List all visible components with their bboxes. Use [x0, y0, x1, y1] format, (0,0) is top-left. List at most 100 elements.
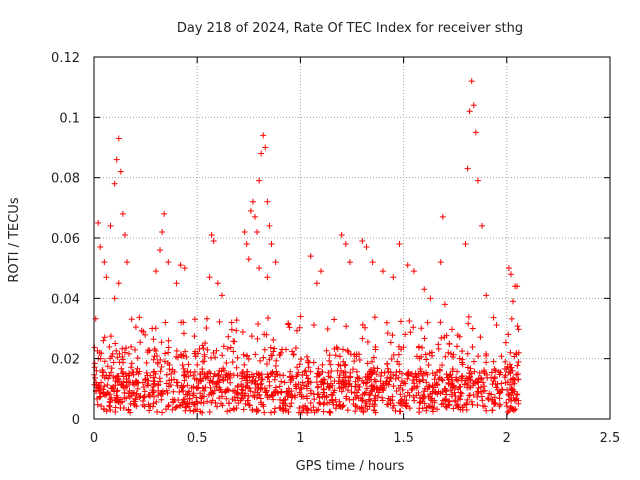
scatter-point — [263, 331, 270, 338]
scatter-point — [399, 378, 406, 385]
scatter-point — [404, 371, 411, 378]
scatter-point — [165, 344, 172, 351]
scatter-point — [190, 401, 197, 408]
scatter-point — [401, 393, 408, 400]
scatter-point — [117, 168, 124, 175]
scatter-point — [402, 331, 409, 338]
scatter-point — [387, 375, 394, 382]
scatter-point — [203, 315, 210, 322]
scatter-point — [219, 402, 226, 409]
y-axis-label: ROTI / TECUs — [7, 197, 22, 282]
grid-lines — [94, 57, 610, 419]
scatter-point — [313, 280, 320, 287]
scatter-point — [362, 324, 369, 331]
scatter-point — [311, 409, 318, 416]
scatter-point — [103, 274, 110, 281]
scatter-point — [509, 298, 516, 305]
scatter-point — [484, 395, 491, 402]
scatter-point — [313, 379, 320, 386]
scatter-point — [406, 405, 413, 412]
scatter-point — [119, 370, 126, 377]
scatter-point — [338, 388, 345, 395]
scatter-point — [181, 371, 188, 378]
scatter-point — [417, 365, 424, 372]
scatter-point — [280, 372, 287, 379]
scatter-point — [239, 370, 246, 377]
scatter-point — [514, 323, 521, 330]
scatter-point — [101, 334, 108, 341]
scatter-point — [371, 401, 378, 408]
scatter-point — [502, 372, 509, 379]
scatter-point — [285, 385, 292, 392]
scatter-point — [177, 262, 184, 269]
scatter-point — [370, 383, 377, 390]
scatter-point — [191, 375, 198, 382]
scatter-point — [168, 370, 175, 377]
scatter-point — [112, 404, 119, 411]
scatter-point — [411, 397, 418, 404]
scatter-point — [121, 389, 128, 396]
scatter-point — [383, 319, 390, 326]
scatter-point — [452, 393, 459, 400]
scatter-point — [506, 407, 513, 414]
scatter-point — [439, 389, 446, 396]
scatter-point — [422, 385, 429, 392]
scatter-point — [389, 404, 396, 411]
scatter-point — [466, 392, 473, 399]
scatter-point — [211, 387, 218, 394]
scatter-point — [293, 383, 300, 390]
x-axis-label: GPS time / hours — [296, 459, 405, 474]
scatter-point — [399, 386, 406, 393]
scatter-point — [202, 374, 209, 381]
scatter-point — [374, 393, 381, 400]
scatter-point — [448, 326, 455, 333]
scatter-point — [215, 371, 222, 378]
scatter-point — [194, 385, 201, 392]
scatter-point — [112, 377, 119, 384]
scatter-point — [323, 394, 330, 401]
scatter-point — [297, 313, 304, 320]
scatter-point — [326, 352, 333, 359]
scatter-point — [390, 274, 397, 281]
scatter-point — [266, 382, 273, 389]
scatter-point — [197, 377, 204, 384]
scatter-point — [416, 409, 423, 416]
scatter-point — [162, 350, 169, 357]
y-tick-label: 0.12 — [51, 51, 80, 66]
scatter-point — [292, 345, 299, 352]
scatter-point — [185, 373, 192, 380]
scatter-point — [468, 398, 475, 405]
scatter-point — [247, 207, 254, 214]
scatter-point — [299, 379, 306, 386]
scatter-point — [125, 406, 132, 413]
scatter-point — [515, 376, 522, 383]
axis-ticks: 0 0.5 1 1.5 2 2.5 0 0.02 0.04 0.06 0.08 0.1 0.12 — [51, 51, 620, 446]
scatter-point — [161, 358, 168, 365]
scatter-point — [144, 349, 151, 356]
scatter-point — [396, 368, 403, 375]
scatter-point — [138, 327, 145, 334]
scatter-point — [326, 357, 333, 364]
scatter-point — [390, 352, 397, 359]
scatter-point — [486, 390, 493, 397]
scatter-point — [307, 399, 314, 406]
scatter-point — [266, 356, 273, 363]
scatter-point — [515, 397, 522, 404]
scatter-point — [397, 408, 404, 415]
scatter-point — [103, 391, 110, 398]
scatter-point — [183, 373, 190, 380]
scatter-point — [182, 348, 189, 355]
scatter-point — [92, 374, 99, 381]
scatter-point — [261, 409, 268, 416]
scatter-point — [443, 371, 450, 378]
scatter-point — [387, 369, 394, 376]
scatter-point — [239, 329, 246, 336]
scatter-point — [286, 324, 293, 331]
scatter-point — [202, 340, 209, 347]
scatter-point — [468, 78, 475, 85]
scatter-point — [215, 386, 222, 393]
scatter-point — [253, 370, 260, 377]
scatter-point — [190, 372, 197, 379]
scatter-point — [439, 213, 446, 220]
scatter-point — [227, 344, 234, 351]
